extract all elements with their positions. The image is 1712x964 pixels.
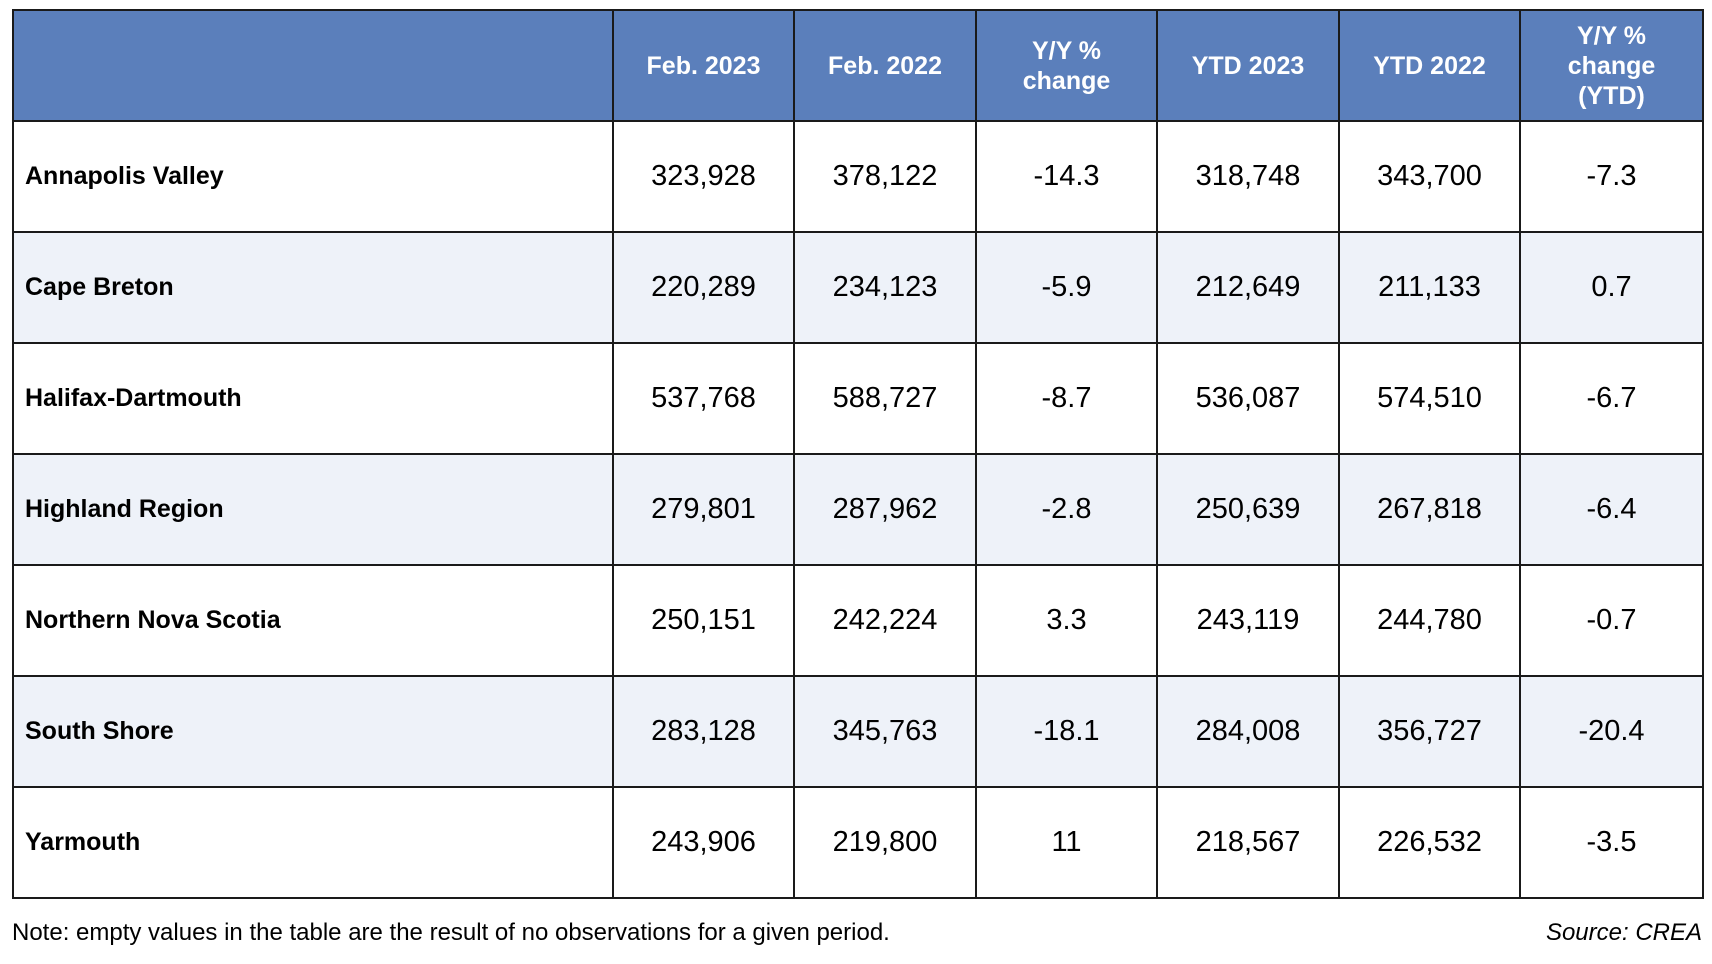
row-label: Northern Nova Scotia xyxy=(12,564,614,677)
table-cell: -20.4 xyxy=(1519,675,1704,788)
table-cell: 234,123 xyxy=(793,231,977,344)
table-cell: 345,763 xyxy=(793,675,977,788)
column-header: Feb. 2022 xyxy=(793,9,977,122)
table-cell: 343,700 xyxy=(1338,120,1521,233)
table-cell: 537,768 xyxy=(612,342,795,455)
row-label: Yarmouth xyxy=(12,786,614,899)
row-label: Cape Breton xyxy=(12,231,614,344)
table-cell: 3.3 xyxy=(975,564,1158,677)
table-cell: 211,133 xyxy=(1338,231,1521,344)
data-table: Feb. 2023 Feb. 2022 Y/Y % change YTD 2023 YTD… xyxy=(12,9,1704,899)
table-cell: 536,087 xyxy=(1156,342,1340,455)
table-cell: 243,119 xyxy=(1156,564,1340,677)
table-cell: -6.4 xyxy=(1519,453,1704,566)
table-cell: -6.7 xyxy=(1519,342,1704,455)
row-label: Highland Region xyxy=(12,453,614,566)
table-cell: 212,649 xyxy=(1156,231,1340,344)
table-row: Cape Breton 220,289 234,123 -5.9 212,649 211,… xyxy=(12,231,1704,344)
table-row: Halifax-Dartmouth 537,768 588,727 -8.7 536,0… xyxy=(12,342,1704,455)
table-cell: 218,567 xyxy=(1156,786,1340,899)
table-cell: -0.7 xyxy=(1519,564,1704,677)
table-cell: 283,128 xyxy=(612,675,795,788)
table-cell: 244,780 xyxy=(1338,564,1521,677)
table-cell: -18.1 xyxy=(975,675,1158,788)
header-cell-corner xyxy=(12,9,614,122)
row-label: South Shore xyxy=(12,675,614,788)
column-header: Y/Y % change (YTD) xyxy=(1519,9,1704,122)
table-cell: 11 xyxy=(975,786,1158,899)
row-label: Halifax-Dartmouth xyxy=(12,342,614,455)
table-cell: -5.9 xyxy=(975,231,1158,344)
table-cell: -8.7 xyxy=(975,342,1158,455)
table-cell: 226,532 xyxy=(1338,786,1521,899)
table-body: Annapolis Valley 323,928 378,122 -14.3 318,7… xyxy=(12,120,1704,899)
table-cell: 318,748 xyxy=(1156,120,1340,233)
table-cell: 250,151 xyxy=(612,564,795,677)
table-cell: 378,122 xyxy=(793,120,977,233)
footer-note: Note: empty values in the table are the … xyxy=(12,919,890,946)
table-cell: 250,639 xyxy=(1156,453,1340,566)
table-cell: 588,727 xyxy=(793,342,977,455)
table-cell: 287,962 xyxy=(793,453,977,566)
table-row: South Shore 283,128 345,763 -18.1 284,008 356… xyxy=(12,675,1704,788)
column-header: YTD 2023 xyxy=(1156,9,1340,122)
table-cell: 356,727 xyxy=(1338,675,1521,788)
header-row: Feb. 2023 Feb. 2022 Y/Y % change YTD 2023 YTD… xyxy=(12,9,1704,122)
table-row: Highland Region 279,801 287,962 -2.8 250,639… xyxy=(12,453,1704,566)
table-cell: -7.3 xyxy=(1519,120,1704,233)
table-cell: 243,906 xyxy=(612,786,795,899)
table-row: Yarmouth 243,906 219,800 11 218,567 226,532 -3… xyxy=(12,786,1704,899)
table-cell: 0.7 xyxy=(1519,231,1704,344)
table-cell: 323,928 xyxy=(612,120,795,233)
column-header: Y/Y % change xyxy=(975,9,1158,122)
table-cell: 267,818 xyxy=(1338,453,1521,566)
column-header: YTD 2022 xyxy=(1338,9,1521,122)
footer-source: Source: CREA xyxy=(1545,919,1702,946)
row-label: Annapolis Valley xyxy=(12,120,614,233)
table-cell: 220,289 xyxy=(612,231,795,344)
table-cell: 279,801 xyxy=(612,453,795,566)
column-header: Feb. 2023 xyxy=(612,9,795,122)
table-row: Northern Nova Scotia 250,151 242,224 3.3 243… xyxy=(12,564,1704,677)
table-cell: 574,510 xyxy=(1338,342,1521,455)
table-cell: 284,008 xyxy=(1156,675,1340,788)
table-cell: -2.8 xyxy=(975,453,1158,566)
table-cell: 242,224 xyxy=(793,564,977,677)
table-cell: -3.5 xyxy=(1519,786,1704,899)
table-cell: 219,800 xyxy=(793,786,977,899)
table-row: Annapolis Valley 323,928 378,122 -14.3 318,7… xyxy=(12,120,1704,233)
table-cell: -14.3 xyxy=(975,120,1158,233)
data-table-container: Feb. 2023 Feb. 2022 Y/Y % change YTD 2023 YTD… xyxy=(12,9,1704,899)
